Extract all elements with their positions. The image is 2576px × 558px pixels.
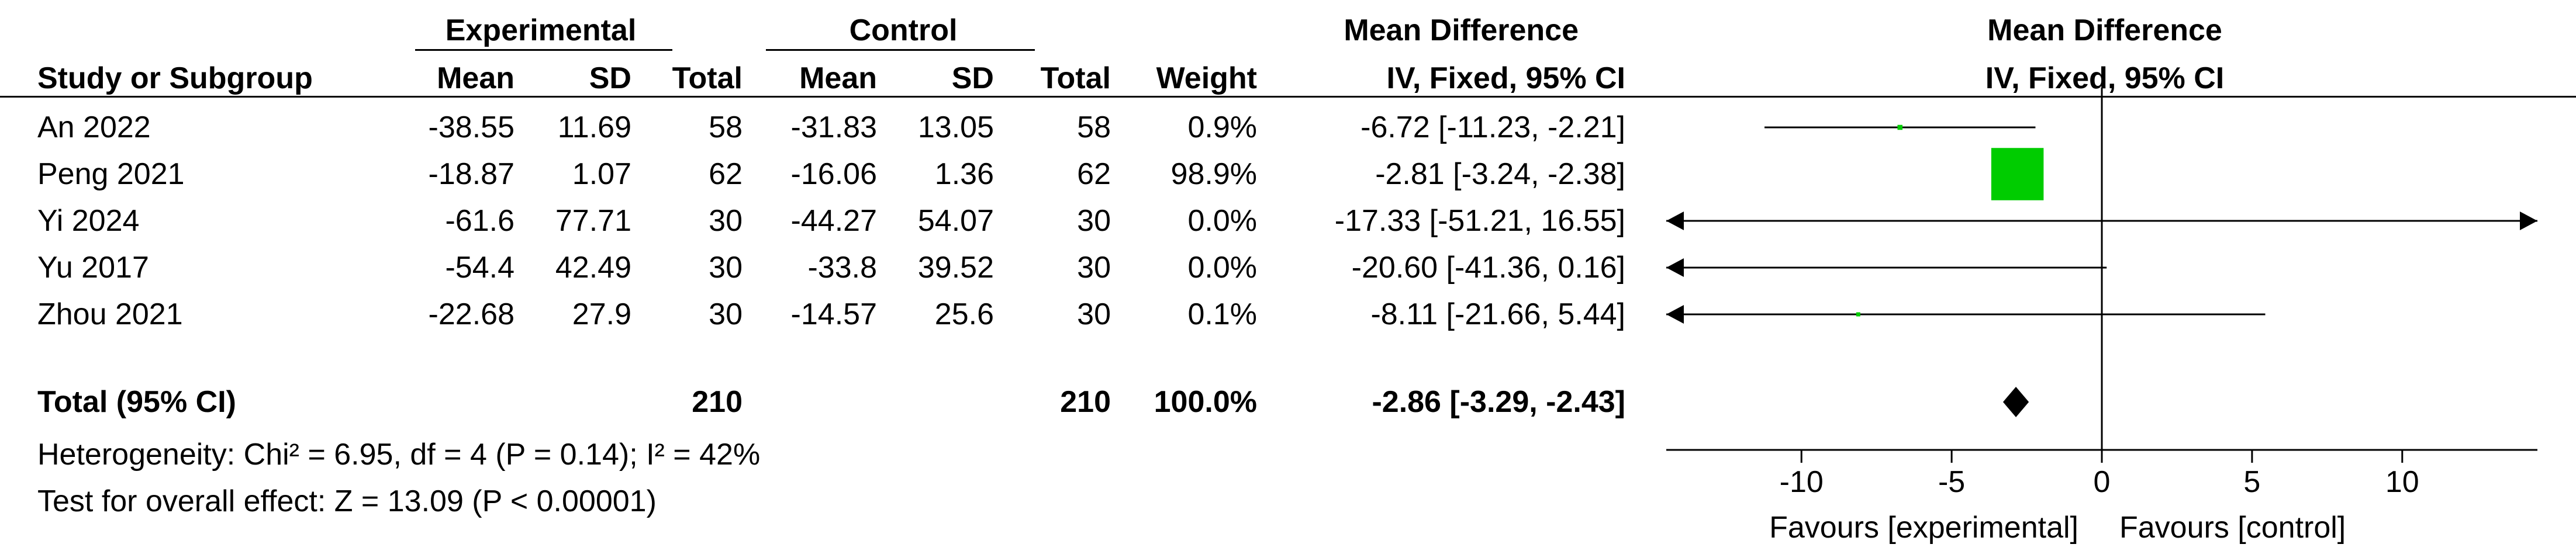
sd-control: 13.05 bbox=[917, 110, 994, 144]
sd-experimental: 1.07 bbox=[572, 157, 631, 191]
header-sd-control: SD bbox=[951, 61, 994, 95]
header-study: Study or Subgroup bbox=[37, 61, 313, 95]
weight: 0.0% bbox=[1187, 204, 1257, 238]
total-experimental: 30 bbox=[709, 204, 743, 238]
header-ci-left: IV, Fixed, 95% CI bbox=[1386, 61, 1625, 95]
sd-control: 25.6 bbox=[934, 297, 994, 331]
header-total-experimental: Total bbox=[672, 61, 743, 95]
total-control: 30 bbox=[1077, 297, 1111, 331]
sd-control: 1.36 bbox=[934, 157, 994, 191]
heterogeneity-text: Heterogeneity: Chi² = 6.95, df = 4 (P = … bbox=[37, 438, 761, 472]
total-control: 58 bbox=[1077, 110, 1111, 144]
total-experimental-sum: 210 bbox=[692, 385, 743, 419]
study-marker bbox=[1856, 312, 1860, 317]
total-control: 30 bbox=[1077, 204, 1111, 238]
x-axis-tick-label: 5 bbox=[2243, 465, 2260, 499]
favours-control-label: Favours [control] bbox=[2119, 511, 2346, 545]
study-name: Yi 2024 bbox=[37, 204, 140, 238]
total-weight: 100.0% bbox=[1154, 385, 1257, 419]
sd-experimental: 11.69 bbox=[557, 110, 631, 144]
study-name: Yu 2017 bbox=[37, 251, 149, 285]
mean-control: -44.27 bbox=[790, 204, 877, 238]
favours-experimental-label: Favours [experimental] bbox=[1769, 511, 2078, 545]
total-control: 62 bbox=[1077, 157, 1111, 191]
mean-experimental: -54.4 bbox=[445, 251, 514, 285]
overall-effect-text: Test for overall effect: Z = 13.09 (P < … bbox=[37, 484, 657, 518]
mean-control: -14.57 bbox=[790, 297, 877, 331]
md-right-title: Mean Difference bbox=[1987, 13, 2222, 47]
sd-experimental: 42.49 bbox=[555, 251, 631, 285]
weight: 0.9% bbox=[1187, 110, 1257, 144]
sd-experimental: 77.71 bbox=[555, 204, 631, 238]
mean-experimental: -61.6 bbox=[445, 204, 514, 238]
sd-experimental: 27.9 bbox=[572, 297, 631, 331]
total-control-sum: 210 bbox=[1060, 385, 1111, 419]
sd-control: 54.07 bbox=[917, 204, 994, 238]
study-marker bbox=[1897, 124, 1902, 130]
study-marker bbox=[1991, 148, 2044, 200]
weight: 98.9% bbox=[1170, 157, 1257, 191]
ci-text: -2.81 [-3.24, -2.38] bbox=[1375, 157, 1625, 191]
ci-right-arrow bbox=[2520, 212, 2537, 230]
mean-experimental: -18.87 bbox=[428, 157, 514, 191]
total-experimental: 30 bbox=[709, 251, 743, 285]
ci-text: -6.72 [-11.23, -2.21] bbox=[1360, 110, 1625, 144]
x-axis-tick-label: -5 bbox=[1938, 465, 1965, 499]
control-group-underline bbox=[766, 49, 1035, 51]
ci-text: -20.60 [-41.36, 0.16] bbox=[1351, 251, 1625, 285]
total-experimental: 62 bbox=[709, 157, 743, 191]
md-left-title: Mean Difference bbox=[1344, 13, 1579, 47]
sd-control: 39.52 bbox=[917, 251, 994, 285]
study-name: Peng 2021 bbox=[37, 157, 185, 191]
mean-experimental: -38.55 bbox=[428, 110, 514, 144]
total-control: 30 bbox=[1077, 251, 1111, 285]
header-ci-right: IV, Fixed, 95% CI bbox=[1985, 61, 2225, 95]
mean-control: -31.83 bbox=[790, 110, 877, 144]
header-sd-experimental: SD bbox=[589, 61, 631, 95]
weight: 0.0% bbox=[1187, 251, 1257, 285]
x-axis-tick-label: -10 bbox=[1780, 465, 1824, 499]
header-weight: Weight bbox=[1156, 61, 1257, 95]
ci-left-arrow bbox=[1666, 305, 1684, 324]
weight: 0.1% bbox=[1187, 297, 1257, 331]
study-name: Zhou 2021 bbox=[37, 297, 183, 331]
x-axis-tick-label: 0 bbox=[2094, 465, 2111, 499]
mean-experimental: -22.68 bbox=[428, 297, 514, 331]
control-group-header: Control bbox=[849, 13, 958, 47]
total-ci-text: -2.86 [-3.29, -2.43] bbox=[1372, 385, 1625, 419]
total-experimental: 30 bbox=[709, 297, 743, 331]
ci-left-arrow bbox=[1666, 212, 1684, 230]
total-experimental: 58 bbox=[709, 110, 743, 144]
x-axis-tick-label: 10 bbox=[2385, 465, 2419, 499]
summary-diamond bbox=[2002, 387, 2029, 417]
ci-left-arrow bbox=[1666, 258, 1684, 277]
ci-text: -17.33 [-51.21, 16.55] bbox=[1334, 204, 1625, 238]
header-rule bbox=[0, 96, 2576, 98]
experimental-group-header: Experimental bbox=[445, 13, 637, 47]
ci-text: -8.11 [-21.66, 5.44] bbox=[1370, 297, 1625, 331]
mean-control: -16.06 bbox=[790, 157, 877, 191]
total-label: Total (95% CI) bbox=[37, 385, 236, 419]
study-name: An 2022 bbox=[37, 110, 151, 144]
header-total-control: Total bbox=[1040, 61, 1111, 95]
header-mean-experimental: Mean bbox=[437, 61, 514, 95]
experimental-group-underline bbox=[415, 49, 672, 51]
header-mean-control: Mean bbox=[799, 61, 877, 95]
mean-control: -33.8 bbox=[807, 251, 877, 285]
